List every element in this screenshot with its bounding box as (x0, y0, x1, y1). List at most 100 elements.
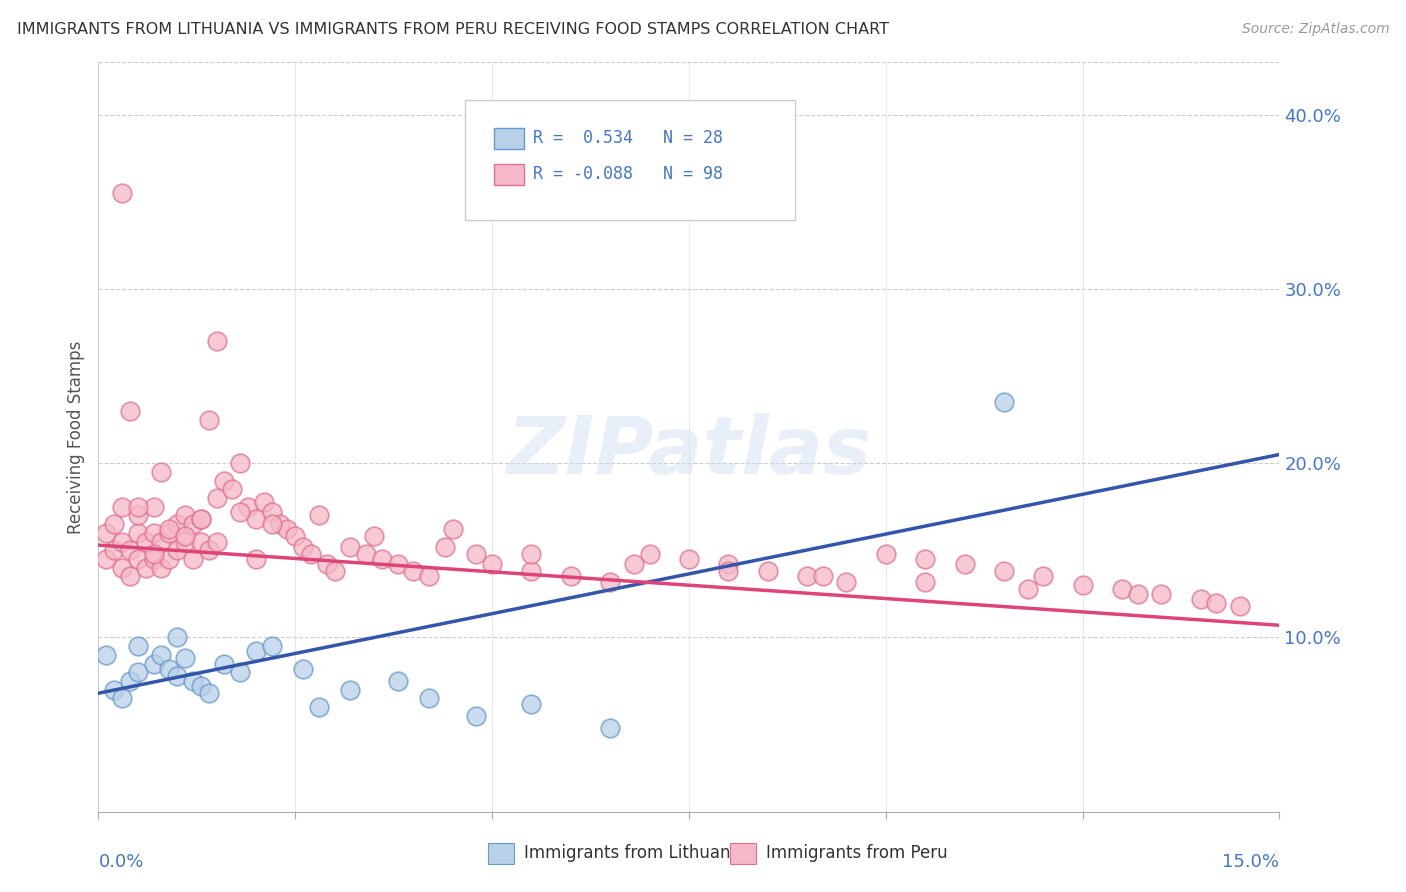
Point (1126, 587, 1149, 601)
Point (205, 534, 228, 549)
Point (118, 569, 141, 583)
Point (229, 456, 252, 470)
Point (253, 494, 276, 508)
Point (465, 547, 488, 561)
Text: IMMIGRANTS FROM LITHUANIA VS IMMIGRANTS FROM PERU RECEIVING FOOD STAMPS CORRELAT: IMMIGRANTS FROM LITHUANIA VS IMMIGRANTS … (17, 22, 889, 37)
Point (142, 547, 165, 561)
Text: R =  0.534   N = 28: R = 0.534 N = 28 (533, 129, 723, 147)
Y-axis label: Receiving Food Stamps: Receiving Food Stamps (66, 341, 84, 533)
Point (96, 552, 118, 566)
Point (96, 648, 118, 662)
Point (811, 569, 834, 583)
Point (118, 404, 141, 418)
Point (1150, 587, 1173, 601)
Point (190, 679, 212, 693)
Point (418, 691, 440, 706)
Point (214, 474, 236, 488)
Point (174, 529, 197, 543)
Point (111, 691, 134, 706)
Text: ZIPatlas: ZIPatlas (506, 413, 872, 491)
Point (157, 662, 180, 676)
Point (717, 564, 740, 578)
Point (269, 517, 291, 532)
Point (221, 483, 243, 497)
Point (292, 540, 315, 554)
Point (157, 552, 180, 566)
Point (299, 547, 322, 561)
Point (354, 547, 377, 561)
Point (181, 517, 204, 532)
Point (315, 558, 337, 572)
Point (205, 491, 228, 505)
Point (441, 523, 464, 537)
Text: Immigrants from Lithuania: Immigrants from Lithuania (523, 844, 745, 862)
Point (127, 552, 149, 566)
Point (229, 665, 252, 680)
Text: Source: ZipAtlas.com: Source: ZipAtlas.com (1241, 22, 1389, 37)
Point (103, 517, 125, 532)
Point (197, 543, 219, 558)
Point (993, 564, 1015, 578)
Point (111, 561, 134, 575)
Point (103, 682, 125, 697)
Point (276, 523, 298, 537)
Point (127, 525, 149, 540)
Point (205, 334, 228, 349)
Point (1111, 582, 1133, 596)
Point (520, 547, 543, 561)
Point (308, 700, 330, 714)
Point (245, 644, 267, 658)
Point (433, 540, 456, 554)
Point (166, 543, 188, 558)
Point (111, 534, 134, 549)
Point (914, 552, 936, 566)
Point (135, 534, 157, 549)
Point (1071, 578, 1094, 592)
Point (190, 512, 212, 526)
Point (236, 500, 259, 514)
Point (214, 657, 236, 671)
Point (638, 547, 661, 561)
Text: 0.0%: 0.0% (98, 853, 143, 871)
FancyBboxPatch shape (494, 128, 523, 149)
Point (174, 508, 197, 523)
Point (260, 505, 283, 519)
Point (260, 517, 283, 532)
Point (339, 540, 361, 554)
Point (181, 552, 204, 566)
Point (190, 512, 212, 526)
Point (118, 673, 141, 688)
Point (339, 682, 361, 697)
Point (157, 525, 180, 540)
Point (245, 552, 267, 566)
Point (756, 564, 779, 578)
FancyBboxPatch shape (730, 843, 756, 864)
Point (142, 657, 165, 671)
Point (174, 534, 197, 549)
Point (284, 529, 307, 543)
Point (363, 529, 385, 543)
Point (127, 508, 149, 523)
Text: R = -0.088   N = 98: R = -0.088 N = 98 (533, 165, 723, 183)
Point (96, 525, 118, 540)
Point (166, 631, 188, 645)
Point (150, 561, 173, 575)
Point (481, 558, 503, 572)
Point (1205, 596, 1227, 610)
Point (953, 558, 976, 572)
Point (103, 543, 125, 558)
Point (465, 709, 488, 723)
Point (993, 395, 1015, 409)
Point (520, 564, 543, 578)
Point (914, 574, 936, 589)
Point (260, 639, 283, 653)
Point (111, 186, 134, 201)
Point (127, 665, 149, 680)
Point (387, 558, 409, 572)
FancyBboxPatch shape (488, 843, 515, 864)
Point (166, 517, 188, 532)
Point (292, 662, 315, 676)
Point (111, 500, 134, 514)
Point (135, 561, 157, 575)
Point (402, 564, 425, 578)
